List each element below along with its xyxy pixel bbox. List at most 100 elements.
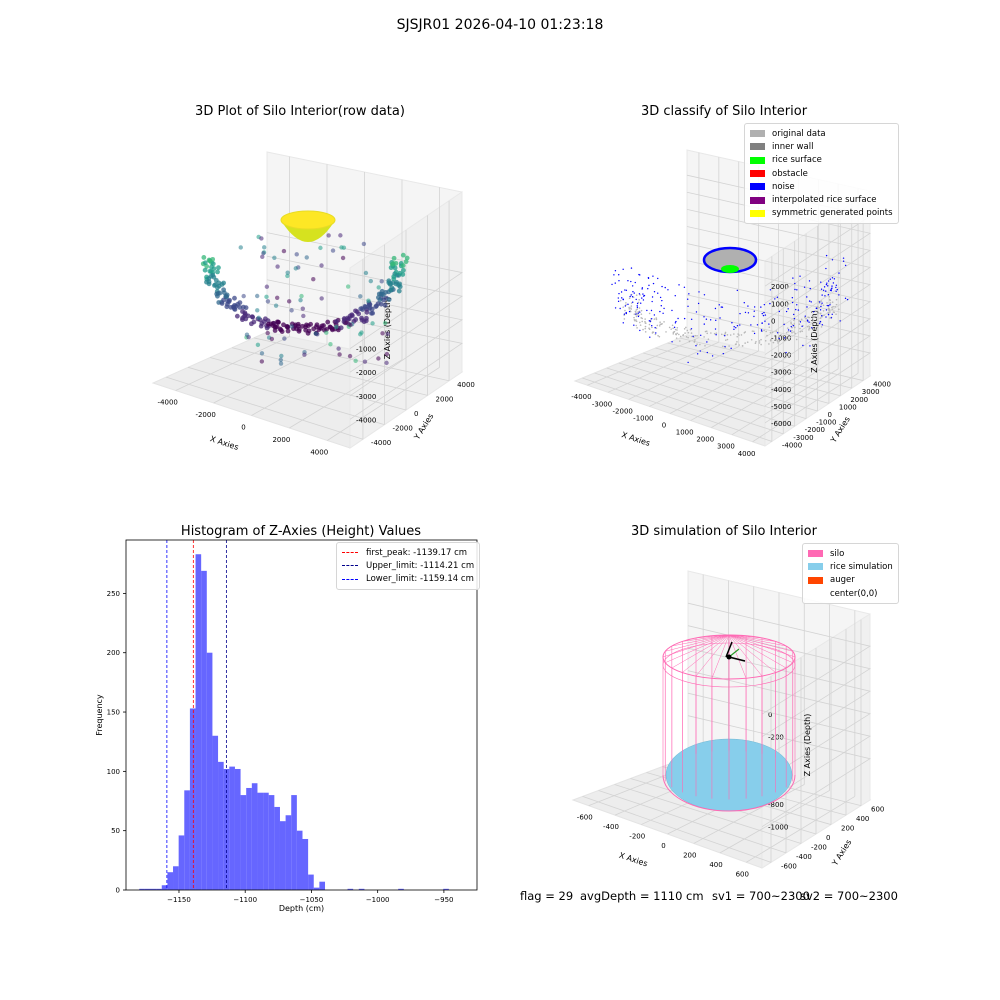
p2-original-point	[651, 332, 654, 334]
p2-noise-point	[663, 307, 665, 310]
p1-point	[379, 279, 384, 284]
p4-grid-z	[687, 715, 872, 828]
p2-noise-point	[660, 305, 662, 307]
p2-noise-point	[695, 311, 698, 313]
p3-y-tick-label: 100	[107, 768, 120, 776]
p3-histogram-bar	[240, 795, 247, 890]
p2-rice-surface	[721, 265, 739, 273]
p2-legend-label: noise	[772, 181, 795, 192]
p1-point	[345, 284, 351, 289]
p1-point	[278, 357, 283, 363]
p2-noise-point	[808, 300, 811, 302]
p1-point	[255, 308, 260, 313]
p2-noise-point	[842, 257, 845, 259]
p3-histogram-bar	[279, 821, 286, 890]
p4-auger	[725, 641, 733, 658]
p2-y-tick-label: 4000	[873, 381, 891, 389]
p2-original-point	[655, 317, 658, 319]
p2-noise-point	[735, 327, 737, 329]
p2-original-point	[812, 319, 815, 322]
p1-point	[224, 304, 230, 310]
p2-noise-point	[659, 296, 662, 299]
p2-z-tick-label: -2000	[771, 352, 791, 360]
p2-noise-point	[821, 315, 823, 317]
p2-noise-point	[687, 361, 689, 364]
p2-original-point	[769, 339, 772, 342]
p1-point	[361, 241, 367, 247]
p2-original-point	[815, 328, 817, 331]
p2-noise-point	[829, 304, 831, 306]
p2-original-point	[792, 319, 795, 321]
p2-original-point	[828, 295, 830, 298]
status-flag: flag = 29	[520, 889, 574, 903]
p1-point	[400, 252, 406, 258]
p3-legend-line-swatch	[342, 552, 358, 554]
p2-noise-point	[690, 328, 693, 330]
p2-original-point	[656, 324, 659, 327]
p2-original-point	[694, 334, 696, 337]
p2-noise-point	[706, 341, 708, 343]
p1-point	[385, 331, 390, 337]
p1-point	[318, 245, 323, 251]
p2-noise-point	[825, 254, 828, 257]
p4-legend-item: auger	[808, 574, 893, 587]
p2-noise-point	[654, 326, 656, 329]
p2-original-point	[758, 340, 761, 342]
p1-point	[334, 319, 339, 324]
p1-point	[289, 308, 294, 313]
p2-noise-point	[706, 351, 709, 354]
panel3-title: Histogram of Z-Axies (Height) Values	[180, 524, 422, 539]
p2-z-axis-label: Z Axies (Depth)	[810, 310, 819, 373]
p2-original-point	[690, 332, 693, 334]
p2-original-point	[768, 343, 770, 345]
p4-grid-z	[687, 602, 872, 715]
p2-noise-point	[769, 302, 771, 305]
p2-noise-point	[724, 335, 726, 337]
p2-noise-point	[650, 318, 653, 320]
p1-grid-z	[266, 302, 464, 420]
p3-histogram-bar	[156, 888, 162, 890]
p1-point	[234, 313, 240, 319]
p1-grid-y	[166, 376, 364, 440]
p2-original-point	[812, 315, 815, 318]
p2-original-point	[811, 332, 813, 334]
p2-original-point	[622, 306, 625, 308]
p2-noise-point	[640, 302, 642, 304]
p2-original-point	[786, 327, 789, 329]
p2-noise-point	[799, 321, 802, 323]
p2-noise-point	[793, 313, 795, 316]
p2-noise-point	[806, 319, 809, 321]
p1-point	[281, 248, 287, 254]
p4-silo-roof-line	[728, 634, 763, 677]
p2-noise-point	[760, 306, 762, 308]
p2-noise-point	[756, 324, 759, 326]
panel4-title: 3D simulation of Silo Interior	[631, 524, 817, 539]
p2-legend-label: interpolated rice surface	[772, 195, 877, 206]
p2-noise-point	[714, 307, 717, 310]
p2-original-point	[630, 302, 633, 304]
p2-noise-point	[774, 298, 776, 300]
p2-noise-point	[692, 335, 694, 337]
p2-noise-point	[625, 312, 628, 315]
p2-original-point	[625, 302, 627, 304]
p2-original-point	[675, 337, 678, 339]
p1-point	[299, 293, 304, 299]
p4-silo-roof-line	[728, 634, 787, 647]
p2-original-point	[682, 334, 685, 336]
p4-z-tick-label: 0	[768, 711, 772, 719]
p2-noise-point	[653, 314, 656, 316]
p1-point	[285, 328, 291, 334]
p2-noise-point	[826, 282, 828, 284]
p2-noise-point	[673, 326, 676, 329]
p1-point	[265, 299, 271, 304]
p2-original-point	[817, 300, 820, 303]
p2-noise-point	[703, 323, 705, 325]
p2-noise-point	[821, 294, 823, 296]
p1-point	[347, 353, 353, 359]
p3-histogram-bar	[398, 888, 404, 890]
p4-legend-item: silo	[808, 547, 893, 560]
p2-noise-point	[836, 288, 839, 291]
p2-noise-point	[624, 289, 626, 291]
p2-original-point	[658, 324, 661, 327]
p4-x-tick-label: 600	[736, 870, 749, 878]
